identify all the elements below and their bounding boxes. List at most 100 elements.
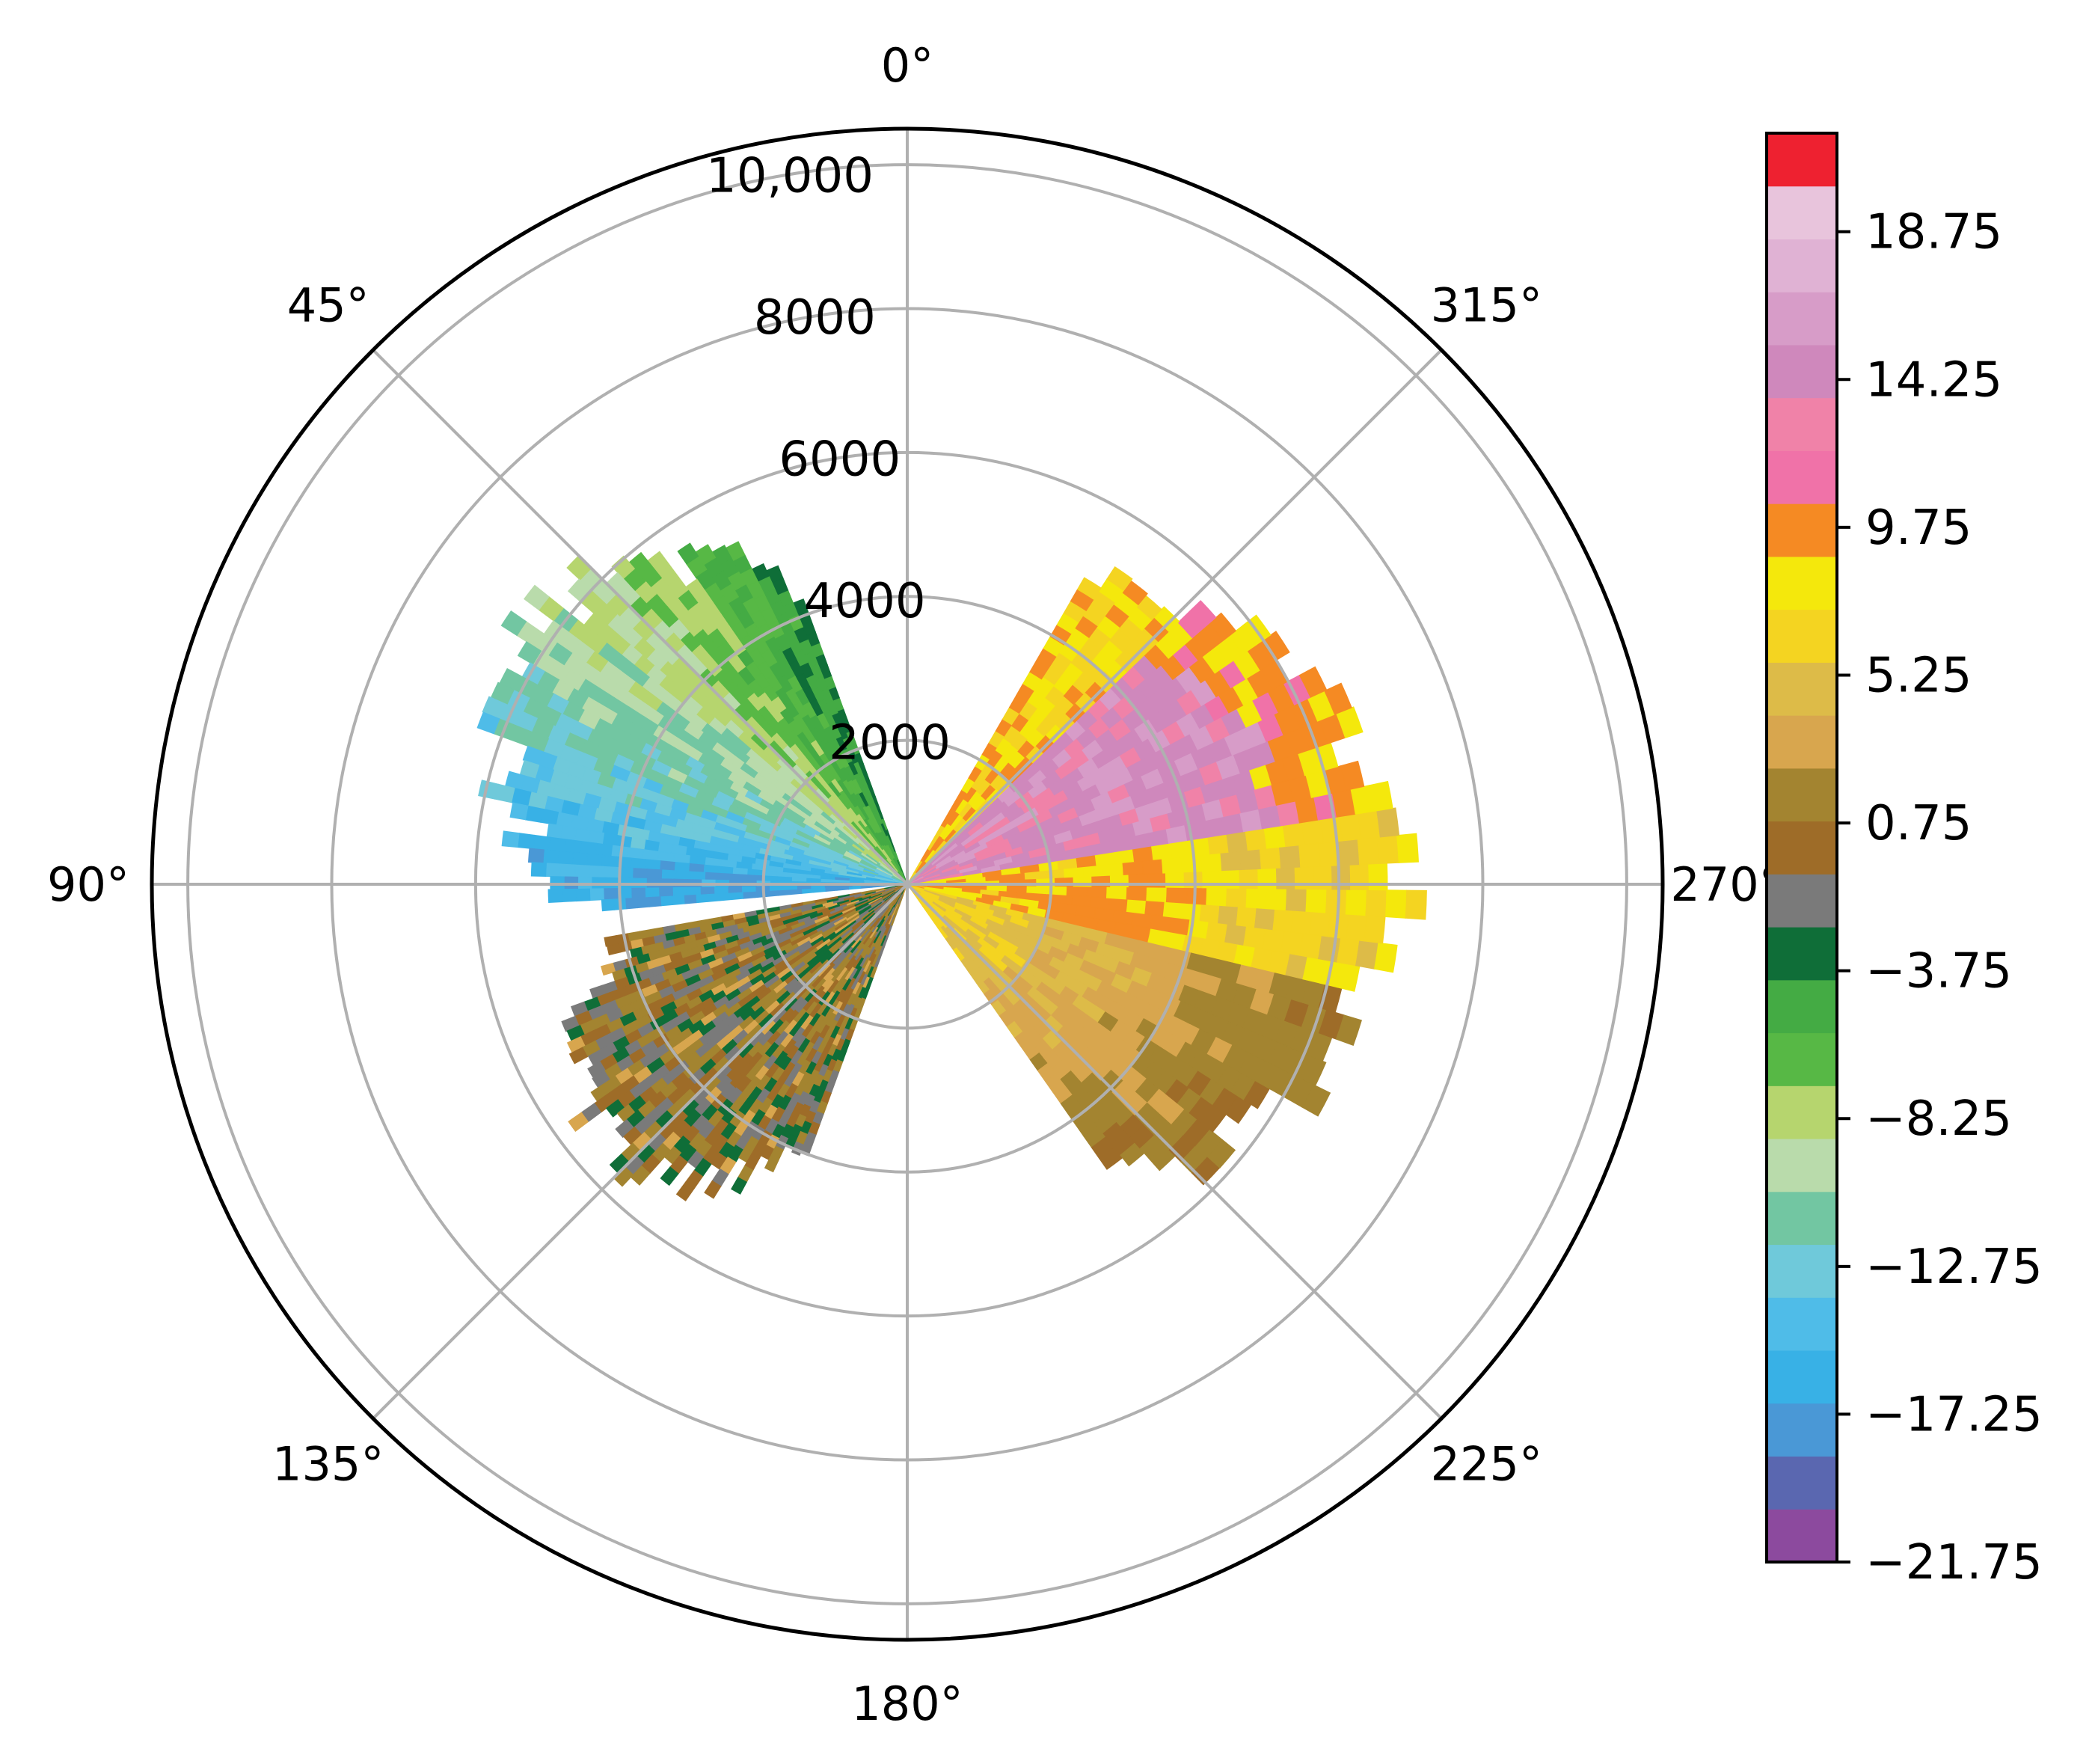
colorbar-segment (1767, 874, 1837, 928)
data-cell (859, 885, 873, 889)
data-cell (1299, 933, 1322, 960)
colorbar-segment (1767, 821, 1837, 875)
radial-tick-label: 8000 (754, 290, 876, 346)
data-layer (476, 541, 1427, 1201)
colorbar-segment (1767, 556, 1837, 610)
data-cell (1126, 898, 1147, 915)
data-cell (1207, 1139, 1236, 1169)
data-cell (1365, 889, 1387, 918)
data-cell (660, 1166, 679, 1186)
angle-tick-label: 180° (851, 1676, 963, 1731)
data-cell (642, 848, 660, 861)
data-cell (733, 873, 749, 881)
colorbar-segment (1767, 503, 1837, 557)
data-cell (1122, 860, 1144, 875)
data-cell (1089, 896, 1110, 910)
data-cell (589, 888, 604, 901)
data-cell (546, 823, 563, 839)
data-cell (1325, 889, 1348, 915)
data-cell (1282, 821, 1305, 848)
data-cell (1076, 577, 1102, 600)
colorbar-segment (1767, 1032, 1837, 1086)
data-cell (1071, 895, 1092, 907)
data-cell (1357, 836, 1380, 866)
data-cell (1206, 921, 1228, 943)
colorbar-tick-label: −21.75 (1865, 1535, 2043, 1590)
data-cell (1280, 931, 1304, 956)
data-cell (1144, 900, 1165, 917)
data-cell (630, 1165, 651, 1186)
colorbar-tick-label: −12.75 (1865, 1240, 2043, 1295)
data-cell (801, 888, 815, 894)
angle-tick-label: 135° (272, 1436, 384, 1491)
data-cell (1162, 901, 1184, 919)
data-cell (601, 832, 619, 847)
colorbar-segment (1767, 927, 1837, 981)
data-cell (560, 825, 577, 842)
data-cell (646, 869, 663, 880)
data-cell (719, 872, 734, 881)
data-cell (660, 869, 677, 880)
data-cell (675, 1181, 695, 1201)
data-cell (636, 897, 650, 909)
data-cell (717, 866, 734, 875)
colorbar-segment (1767, 1456, 1837, 1510)
data-region-1 (561, 883, 908, 1201)
colorbar-segment (1767, 344, 1837, 399)
data-cell (556, 851, 574, 866)
data-cell (1262, 928, 1285, 953)
data-cell (522, 745, 543, 765)
radial-tick-label: 10,000 (706, 149, 874, 204)
data-cell (603, 888, 619, 901)
data-cell (1254, 907, 1276, 931)
data-cell (601, 898, 615, 912)
data-cell (501, 830, 520, 848)
data-cell (688, 863, 705, 873)
data-cell (1243, 925, 1266, 949)
data-cell (1026, 885, 1048, 895)
data-cell (789, 889, 803, 895)
radial-tick-label: 6000 (779, 432, 901, 488)
colorbar-segment (1767, 1350, 1837, 1404)
data-cell (595, 842, 613, 857)
data-cell (1285, 888, 1307, 912)
data-cell (1396, 833, 1419, 863)
data-cell (1206, 887, 1227, 907)
data-cell (545, 863, 562, 878)
data-cell (586, 853, 603, 867)
data-cell (1239, 848, 1262, 871)
data-cell (1245, 827, 1268, 851)
angular-gridline-225 (906, 883, 1443, 1420)
data-cell (524, 584, 550, 611)
data-cell (1405, 889, 1427, 920)
angle-tick-label: 90° (47, 857, 129, 912)
data-region-0 (476, 541, 908, 912)
data-cell (568, 1112, 589, 1132)
data-cell (604, 935, 619, 947)
colorbar-segment (1767, 450, 1837, 504)
data-cell (686, 886, 701, 896)
data-cell (1301, 819, 1324, 845)
data-cell (1200, 852, 1223, 872)
data-cell (1168, 916, 1191, 936)
data-cell (1290, 910, 1313, 935)
colorbar-frame (1765, 132, 1838, 1564)
data-cell (1126, 886, 1147, 901)
data-cell (659, 860, 675, 872)
angle-tick-label: 0° (881, 38, 933, 93)
data-cell (714, 886, 729, 895)
data-cell (660, 895, 674, 907)
colorbar-tick-label: −8.25 (1865, 1091, 2012, 1147)
data-cell (615, 1118, 635, 1139)
data-cell (1161, 856, 1183, 874)
data-cell (1266, 888, 1287, 910)
data-cell (699, 886, 715, 895)
colorbar-segment (1767, 1403, 1837, 1457)
data-cell (476, 711, 500, 735)
data-cell (987, 884, 1008, 892)
data-cell (517, 640, 542, 665)
data-cell (631, 887, 646, 899)
data-cell (542, 849, 559, 865)
data-cell (1146, 886, 1168, 903)
